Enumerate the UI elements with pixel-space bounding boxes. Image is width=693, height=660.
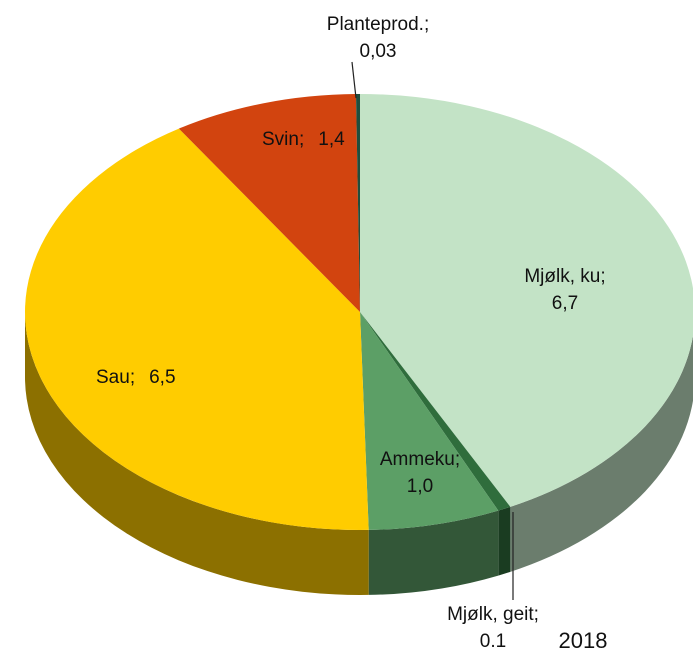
slice [25, 128, 369, 530]
label-category: Svin [262, 129, 299, 150]
label-category: Mjølk, ku [524, 266, 600, 287]
slice [360, 94, 693, 507]
label-separator: ; [600, 266, 605, 287]
data-label: Mjølk, geit; 0.1 [447, 604, 539, 652]
label-separator: ; [534, 604, 539, 625]
pie [25, 94, 693, 595]
label-separator: ; [424, 14, 429, 35]
slice-side [498, 506, 511, 576]
slice [360, 312, 511, 511]
slice-side [368, 510, 499, 595]
label-value: 6,7 [552, 293, 578, 314]
label-value: 0.1 [480, 631, 506, 652]
slice [355, 94, 360, 312]
label-separator: ; [455, 449, 460, 470]
label-separator: ; [299, 129, 304, 150]
slice-side [25, 312, 369, 595]
leader-line [351, 61, 357, 99]
label-value: 1,4 [318, 129, 345, 150]
data-label: Planteprod.; 0,03 [327, 14, 429, 62]
data-label: Sau; 6,5 [96, 367, 176, 388]
label-category: Ammeku [380, 449, 455, 470]
slice [360, 312, 499, 530]
annotation: 2018 [559, 628, 608, 653]
label-category: Sau [96, 367, 130, 388]
label-category: Mjølk, geit [447, 604, 534, 625]
data-label: Mjølk, ku; 6,7 [524, 266, 605, 314]
label-value: 6,5 [149, 367, 175, 388]
slice [178, 94, 360, 312]
data-label: Ammeku; 1,0 [380, 449, 460, 497]
data-label: Svin; 1,4 [262, 129, 345, 150]
label-value: 0,03 [360, 41, 397, 62]
label-separator: ; [130, 367, 135, 388]
label-category: Planteprod. [327, 14, 424, 35]
slice-side [510, 335, 693, 572]
label-value: 1,0 [407, 476, 433, 497]
